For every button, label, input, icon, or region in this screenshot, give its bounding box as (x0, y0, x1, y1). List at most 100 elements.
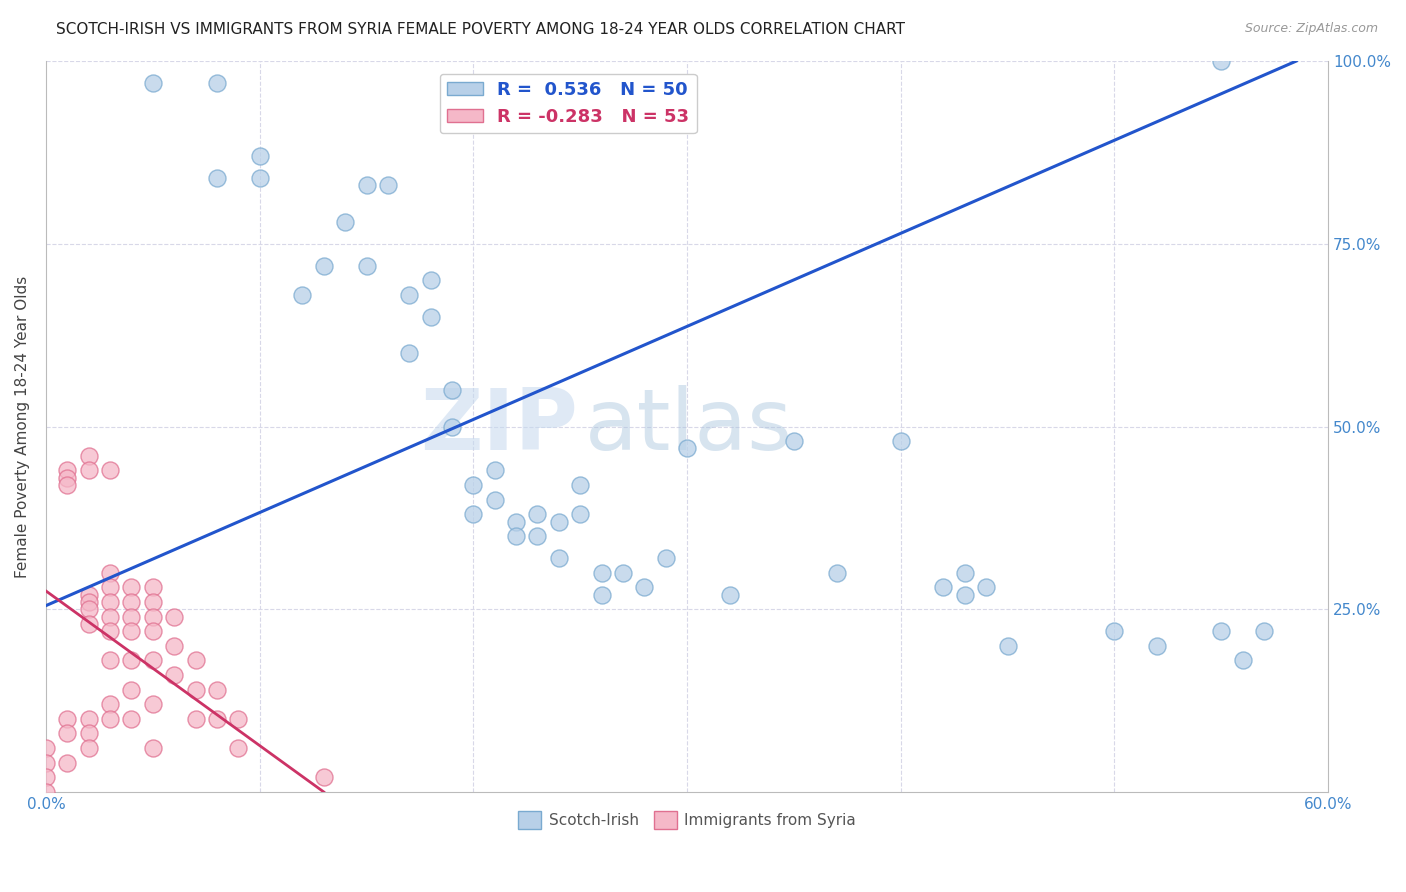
Point (333, 215, 356, 229)
Point (676, 442, 699, 456)
Point (163, 668, 186, 682)
Point (98, 698, 121, 712)
Point (120, 712, 142, 726)
Point (997, 639, 1019, 653)
Point (547, 551, 569, 566)
Point (184, 682, 207, 697)
Point (77, 726, 100, 740)
Point (463, 478, 485, 492)
Point (440, 383, 463, 397)
Point (291, 288, 314, 302)
Point (98, 624, 121, 639)
Point (56, 471, 79, 485)
Point (120, 653, 142, 667)
Point (1146, 639, 1168, 653)
Point (505, 529, 527, 543)
Point (77, 588, 100, 602)
Point (77, 741, 100, 756)
Point (142, 76, 165, 90)
Text: SCOTCH-IRISH VS IMMIGRANTS FROM SYRIA FEMALE POVERTY AMONG 18-24 YEAR OLDS CORRE: SCOTCH-IRISH VS IMMIGRANTS FROM SYRIA FE… (56, 22, 905, 37)
Point (398, 288, 420, 302)
Legend: Scotch-Irish, Immigrants from Syria: Scotch-Irish, Immigrants from Syria (512, 805, 862, 836)
Point (484, 463, 506, 477)
Text: atlas: atlas (585, 385, 793, 468)
Point (120, 682, 142, 697)
Point (205, 712, 228, 726)
Point (312, 770, 335, 784)
Point (56, 463, 79, 477)
Text: Source: ZipAtlas.com: Source: ZipAtlas.com (1244, 22, 1378, 36)
Point (1211, 54, 1233, 69)
Point (547, 515, 569, 529)
Point (98, 595, 121, 609)
Point (120, 580, 142, 594)
Point (505, 515, 527, 529)
Point (98, 566, 121, 580)
Point (142, 595, 165, 609)
Point (1211, 624, 1233, 639)
Point (98, 609, 121, 624)
Point (142, 624, 165, 639)
Point (35, 770, 58, 784)
Point (249, 149, 271, 163)
Point (56, 756, 79, 770)
Point (783, 434, 806, 449)
Point (526, 529, 548, 543)
Point (249, 171, 271, 186)
Point (398, 346, 420, 360)
Point (35, 741, 58, 756)
Point (56, 712, 79, 726)
Point (120, 609, 142, 624)
Point (56, 726, 79, 740)
Point (440, 419, 463, 434)
Point (98, 580, 121, 594)
Point (142, 653, 165, 667)
Point (226, 712, 249, 726)
Point (163, 609, 186, 624)
Point (377, 178, 399, 193)
Point (35, 785, 58, 799)
Point (184, 712, 207, 726)
Point (1232, 653, 1254, 667)
Point (825, 566, 848, 580)
Point (1253, 624, 1275, 639)
Point (526, 508, 548, 522)
Point (205, 171, 228, 186)
Point (932, 580, 955, 594)
Point (98, 653, 121, 667)
Point (77, 616, 100, 631)
Point (142, 698, 165, 712)
Point (77, 595, 100, 609)
Point (77, 463, 100, 477)
Point (98, 712, 121, 726)
Point (612, 566, 634, 580)
Point (77, 602, 100, 616)
Point (163, 639, 186, 653)
Point (56, 478, 79, 492)
Y-axis label: Female Poverty Among 18-24 Year Olds: Female Poverty Among 18-24 Year Olds (15, 276, 30, 578)
Point (463, 508, 485, 522)
Point (356, 178, 378, 193)
Point (120, 624, 142, 639)
Point (77, 449, 100, 463)
Point (419, 310, 441, 324)
Point (484, 492, 506, 507)
Point (718, 588, 741, 602)
Point (142, 609, 165, 624)
Point (633, 580, 655, 594)
Point (35, 756, 58, 770)
Point (142, 580, 165, 594)
Text: ZIP: ZIP (420, 385, 578, 468)
Point (98, 463, 121, 477)
Point (569, 508, 592, 522)
Point (569, 478, 592, 492)
Point (890, 434, 912, 449)
Point (953, 566, 976, 580)
Point (1104, 624, 1126, 639)
Point (356, 259, 378, 273)
Point (591, 566, 613, 580)
Point (120, 595, 142, 609)
Point (953, 588, 976, 602)
Point (205, 682, 228, 697)
Point (419, 273, 441, 287)
